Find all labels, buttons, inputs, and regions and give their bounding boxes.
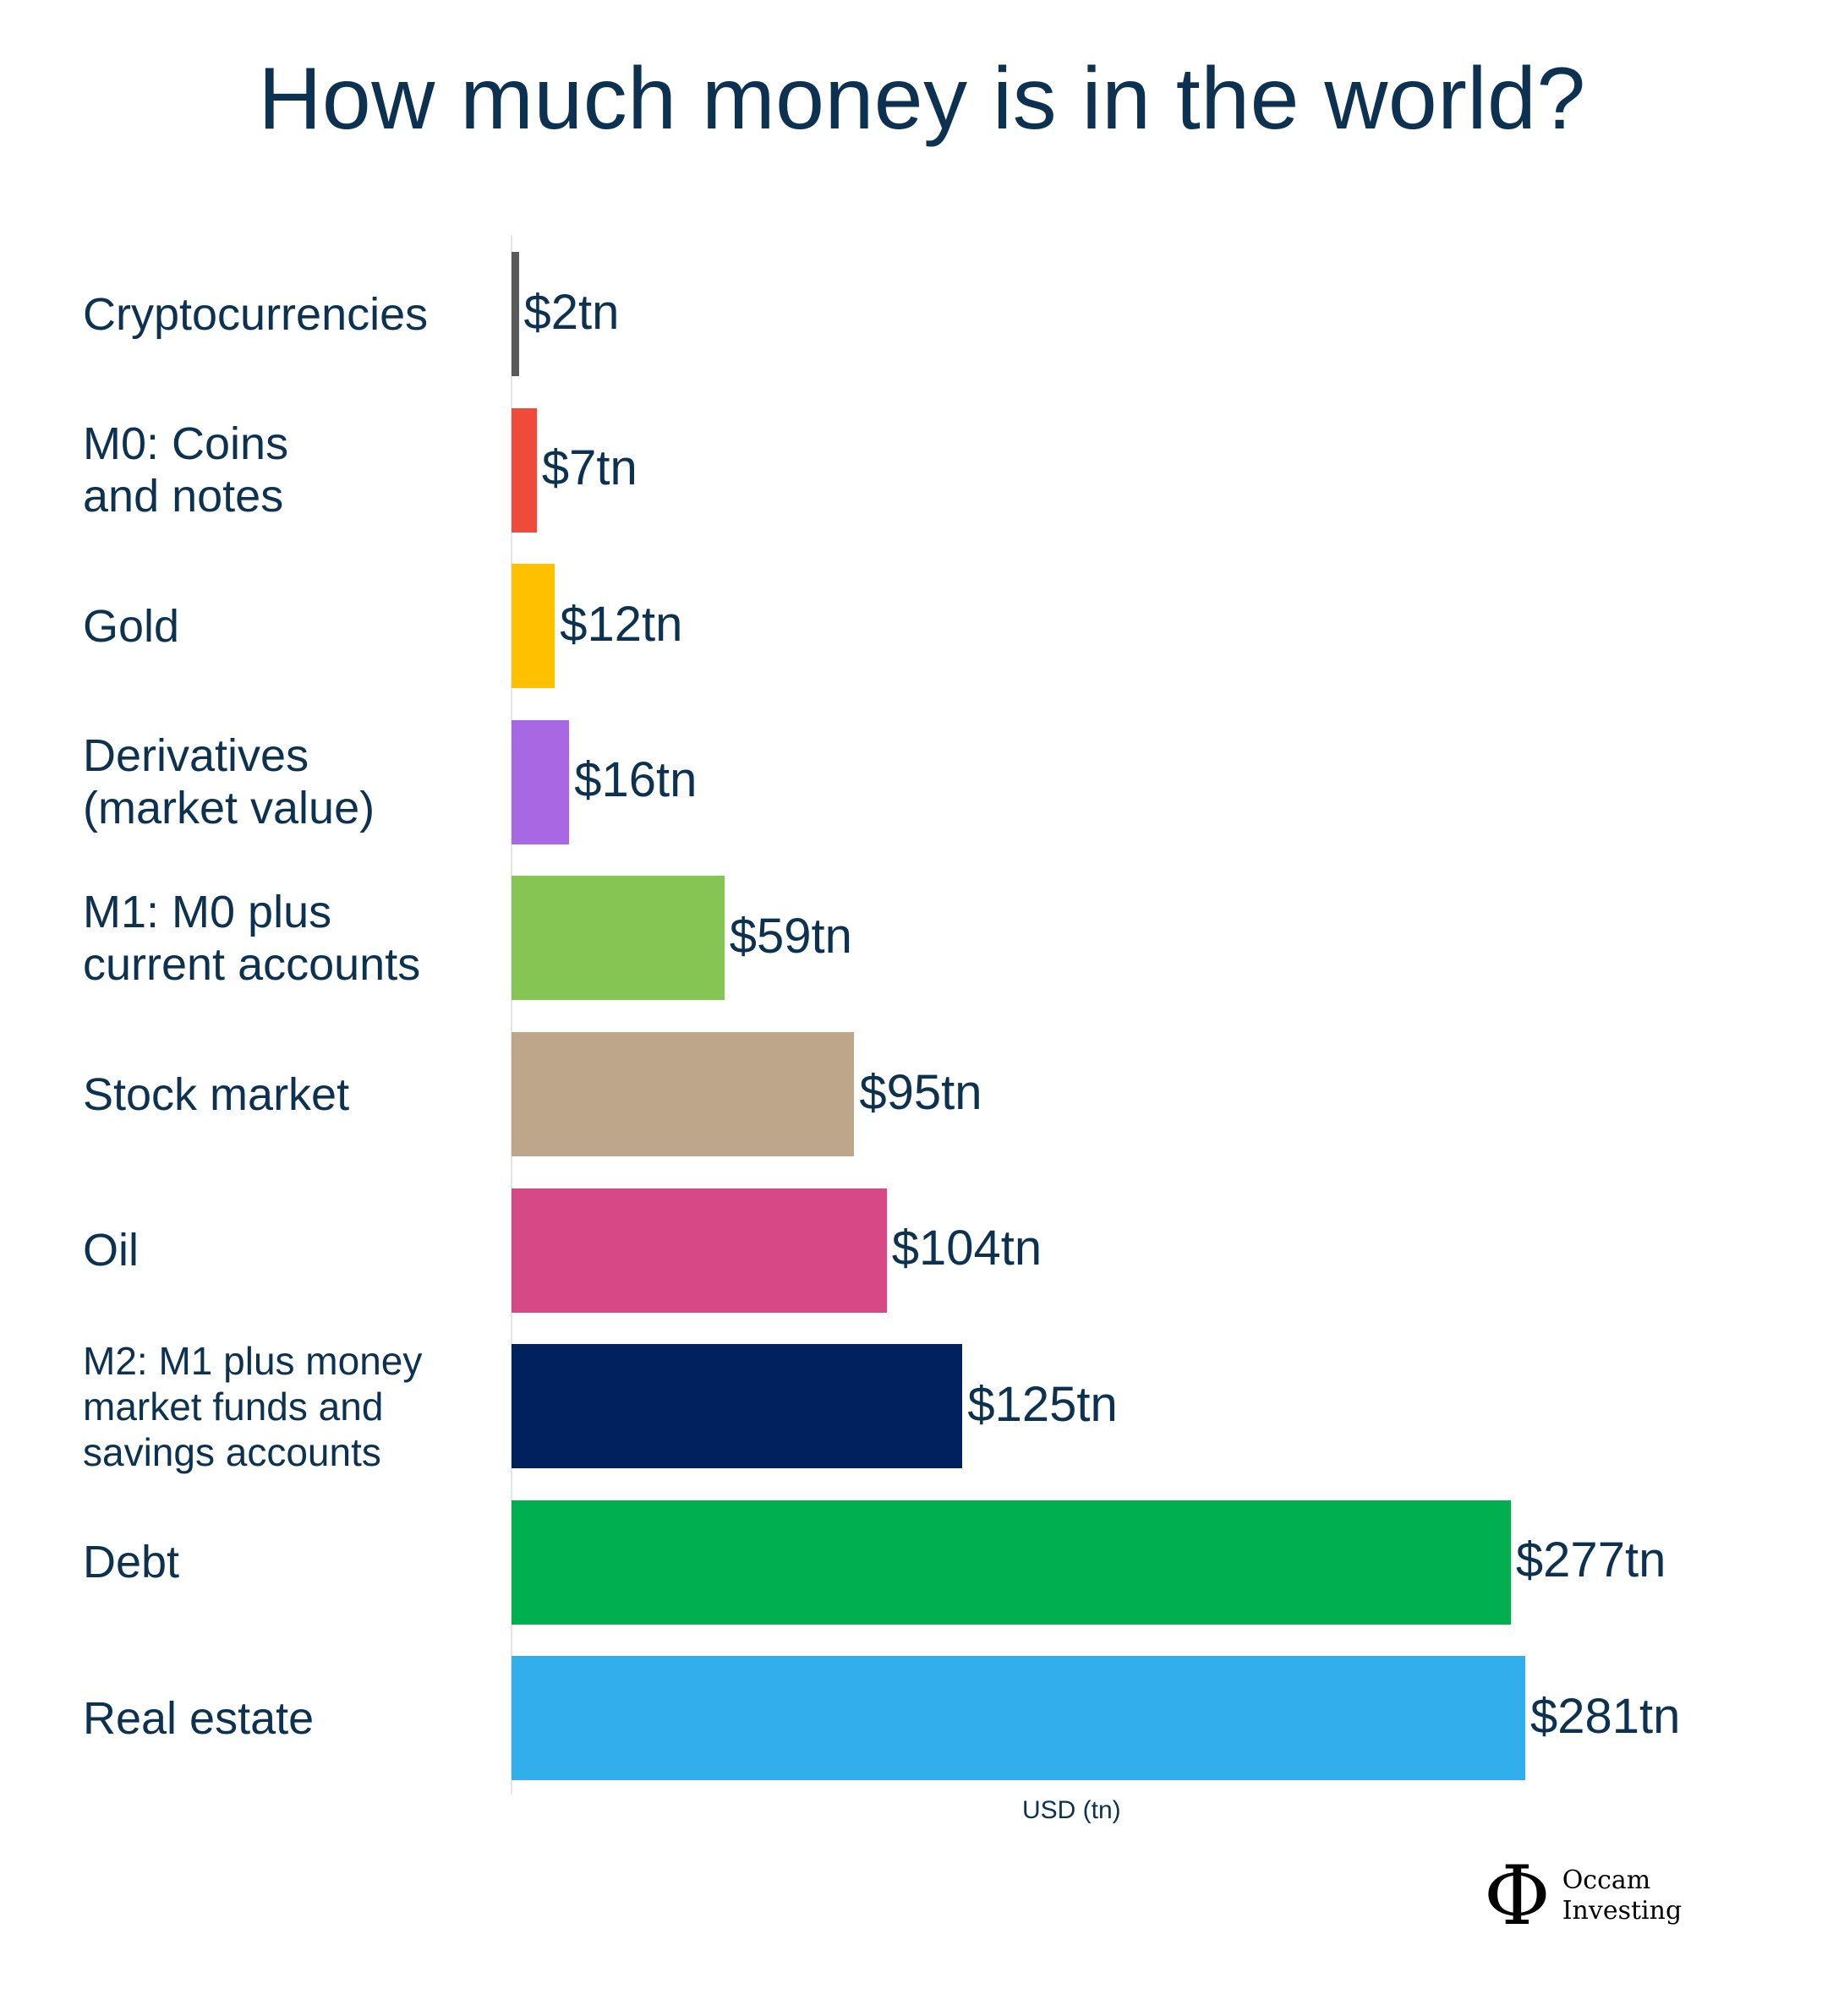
data-label: $7tn xyxy=(541,440,637,496)
bar xyxy=(512,1656,1525,1781)
data-label: $95tn xyxy=(859,1064,982,1120)
bar xyxy=(512,252,519,376)
category-label: M0: Coins and notes xyxy=(83,418,289,522)
data-label: $2tn xyxy=(523,284,620,340)
occam-investing-logo: Φ Occam Investing xyxy=(1484,1855,1682,1937)
data-label: $59tn xyxy=(729,908,852,964)
bar xyxy=(512,719,570,844)
category-label: Derivatives (market value) xyxy=(83,730,375,834)
category-label: Real estate xyxy=(83,1692,315,1744)
bar xyxy=(512,564,555,689)
data-label: $281tn xyxy=(1530,1688,1681,1744)
bar xyxy=(512,1500,1511,1625)
data-label: $12tn xyxy=(560,596,683,652)
data-label: $277tn xyxy=(1515,1532,1666,1588)
category-label: Oil xyxy=(83,1225,139,1276)
x-axis-label: USD (tn) xyxy=(1022,1796,1121,1824)
bar xyxy=(512,407,537,533)
y-axis-line xyxy=(511,235,512,1795)
logo-text-line2: Investing xyxy=(1562,1896,1683,1926)
category-label: M2: M1 plus money market funds and savings… xyxy=(83,1338,423,1474)
logo-text-line1: Occam xyxy=(1562,1866,1651,1895)
category-label: Gold xyxy=(83,600,180,652)
phi-logo-icon: Φ xyxy=(1484,1849,1551,1943)
data-label: $104tn xyxy=(891,1221,1042,1276)
category-label: Cryptocurrencies xyxy=(83,288,429,340)
category-label: Stock market xyxy=(83,1068,350,1120)
category-label: M1: M0 plus current accounts xyxy=(83,886,421,990)
chart-title: How much money is in the world? xyxy=(258,50,1586,148)
bar xyxy=(512,876,725,1001)
bar xyxy=(512,1032,855,1156)
bar xyxy=(512,1188,887,1313)
data-label: $16tn xyxy=(574,752,698,808)
category-label: Debt xyxy=(83,1537,180,1588)
data-label: $125tn xyxy=(967,1376,1118,1432)
bar xyxy=(512,1344,963,1469)
